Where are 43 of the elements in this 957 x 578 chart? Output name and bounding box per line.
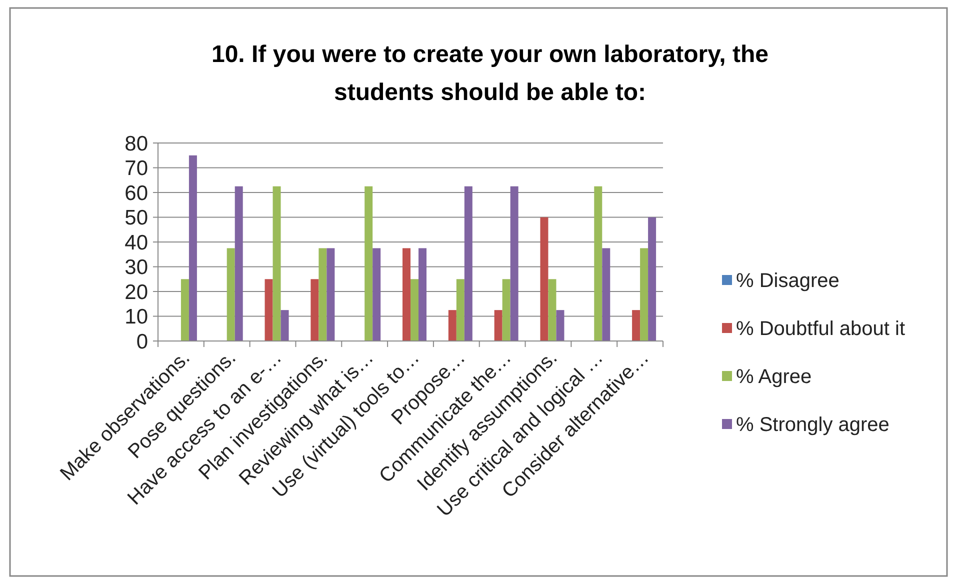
bar xyxy=(648,217,656,341)
bar xyxy=(410,279,418,341)
bar xyxy=(280,310,289,341)
bar xyxy=(494,310,502,341)
bar xyxy=(464,186,472,341)
bar xyxy=(594,186,602,341)
bar xyxy=(456,279,464,341)
bar xyxy=(372,248,381,341)
bar xyxy=(188,155,197,341)
y-tick-label: 0 xyxy=(136,330,148,354)
bar xyxy=(402,248,410,341)
bar xyxy=(364,186,373,341)
y-tick-label: 20 xyxy=(124,280,148,304)
bar xyxy=(326,248,335,341)
bar xyxy=(318,248,327,341)
bar xyxy=(226,248,235,341)
bar xyxy=(640,248,648,341)
bar xyxy=(632,310,640,341)
y-tick-label: 60 xyxy=(124,182,148,205)
y-tick-label: 30 xyxy=(124,256,148,280)
bar xyxy=(180,279,189,341)
bar xyxy=(234,186,243,341)
legend-label: % Agree xyxy=(736,366,812,388)
bar xyxy=(418,248,426,341)
y-tick-label: 50 xyxy=(124,206,148,230)
y-tick-label: 40 xyxy=(124,231,148,254)
legend-label: % Doubtful about it xyxy=(736,318,906,340)
y-tick-label: 80 xyxy=(124,132,148,156)
chart-title: 10. If you were to create your own laboratory, the students should be able to: xyxy=(211,41,769,106)
bar xyxy=(602,248,610,341)
y-tick-label: 70 xyxy=(124,157,148,180)
bar xyxy=(548,279,556,341)
legend-label: % Disagree xyxy=(736,270,840,292)
legend-label: % Strongly agree xyxy=(736,414,890,436)
bar xyxy=(556,310,564,341)
bar xyxy=(264,279,273,341)
bar xyxy=(502,279,510,341)
bar xyxy=(540,217,548,341)
bar xyxy=(510,186,518,341)
bar xyxy=(448,310,456,341)
bar xyxy=(272,186,281,341)
y-tick-label: 10 xyxy=(124,306,148,329)
bar xyxy=(310,279,319,341)
